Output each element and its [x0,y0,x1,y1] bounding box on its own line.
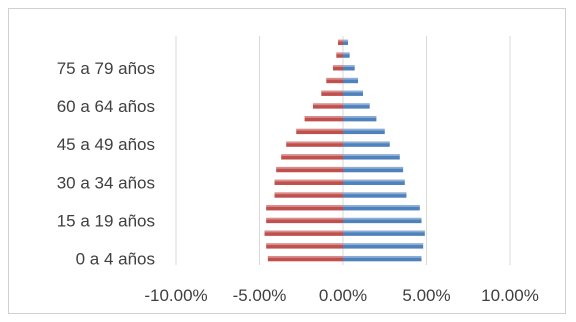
bar-series0-15 [332,65,343,71]
x-tick-label-4: 10.00% [481,286,539,305]
bar-highlight-series0-7 [276,166,343,169]
x-tick-label-1: -5.00% [233,286,287,305]
bar-highlight-series0-9 [286,141,343,144]
bar-highlight-series0-10 [296,128,343,131]
bar-series0-8 [281,154,343,160]
bar-series1-13 [343,90,364,96]
bar-highlight-series1-16 [343,52,350,55]
bar-highlight-series1-3 [343,217,422,220]
bar-highlight-series0-3 [266,217,343,220]
bar-highlight-series1-9 [343,141,390,144]
bar-series1-17 [343,39,349,46]
x-tick-label-0: -10.00% [144,286,207,305]
bar-highlight-series1-17 [343,39,349,42]
bar-series0-1 [266,243,343,249]
y-tick-label-1: 15 a 19 años [57,211,155,230]
y-tick-label-0: 0 a 4 años [76,250,155,269]
bar-series1-1 [343,243,424,249]
bar-series0-12 [312,103,343,109]
y-tick-label-4: 60 a 64 años [57,97,155,116]
bar-highlight-series1-13 [343,90,364,93]
bar-highlight-series1-8 [343,154,400,157]
bar-highlight-series1-5 [343,192,407,195]
x-tick-label-2: 0.00% [319,286,367,305]
bar-series0-2 [264,230,343,236]
bar-series0-0 [267,255,343,262]
bar-series1-15 [343,65,355,71]
bar-highlight-series1-15 [343,65,355,68]
bar-highlight-series0-16 [336,52,343,55]
bar-highlight-series1-14 [343,77,359,80]
bar-series0-11 [304,116,343,122]
gridlines [175,36,511,265]
bar-highlight-series0-6 [274,179,343,182]
bar-highlight-series1-4 [343,205,420,207]
bar-highlight-series0-14 [326,77,343,80]
y-axis-labels: 0 a 4 años 15 a 19 años 30 a 34 años 45 a 4… [57,59,155,269]
bar-series0-4 [266,205,343,211]
bar-highlight-series1-12 [343,103,370,106]
bar-series0-13 [321,90,343,96]
bar-series1-8 [343,154,400,160]
bar-highlight-series1-2 [343,230,425,233]
bar-series1-10 [343,128,385,135]
bar-highlight-series0-12 [312,103,343,106]
y-tick-label-3: 45 a 49 años [57,135,155,154]
bar-highlight-series1-11 [343,116,377,118]
bar-series0-9 [286,141,343,147]
bar-series1-4 [343,205,420,211]
bar-highlight-series0-4 [266,205,343,207]
bar-series0-5 [274,192,343,198]
bar-highlight-series1-0 [343,255,422,258]
bar-highlight-series0-2 [264,230,343,233]
bar-highlight-series1-10 [343,128,385,131]
bar-highlight-series1-6 [343,179,405,182]
y-tick-label-5: 75 a 79 años [57,59,155,78]
bar-series0-17 [337,39,343,46]
bar-series0-16 [336,52,343,58]
bar-series1-5 [343,192,407,198]
bar-highlight-series0-5 [274,192,343,195]
bar-series1-3 [343,217,422,224]
bar-series0-3 [266,217,343,224]
bar-highlight-series0-8 [281,154,343,157]
bar-series1-16 [343,52,350,58]
chart-frame [8,8,566,314]
bar-highlight-series0-17 [337,39,343,42]
bar-series1-7 [343,166,404,173]
bar-series0-6 [274,179,343,185]
y-tick-label-2: 30 a 34 años [57,173,155,192]
x-tick-label-3: 5.00% [402,286,450,305]
bar-series0-7 [276,166,343,173]
bar-highlight-series1-1 [343,243,424,246]
bar-highlight-series0-15 [332,65,343,68]
bar-series1-2 [343,230,425,236]
bar-highlight-series0-0 [267,255,343,258]
bars [264,39,425,262]
bar-series0-14 [326,77,343,84]
bar-series1-6 [343,179,405,185]
bar-highlight-series0-11 [304,116,343,118]
bar-series1-11 [343,116,377,122]
x-axis-labels: -10.00% -5.00% 0.00% 5.00% 10.00% [144,286,539,305]
bar-series1-12 [343,103,370,109]
bar-series1-0 [343,255,422,262]
bar-series0-10 [296,128,343,135]
bar-highlight-series0-13 [321,90,343,93]
bar-highlight-series0-1 [266,243,343,246]
bar-series1-14 [343,77,359,84]
bar-highlight-series1-7 [343,166,404,169]
bar-series1-9 [343,141,390,147]
